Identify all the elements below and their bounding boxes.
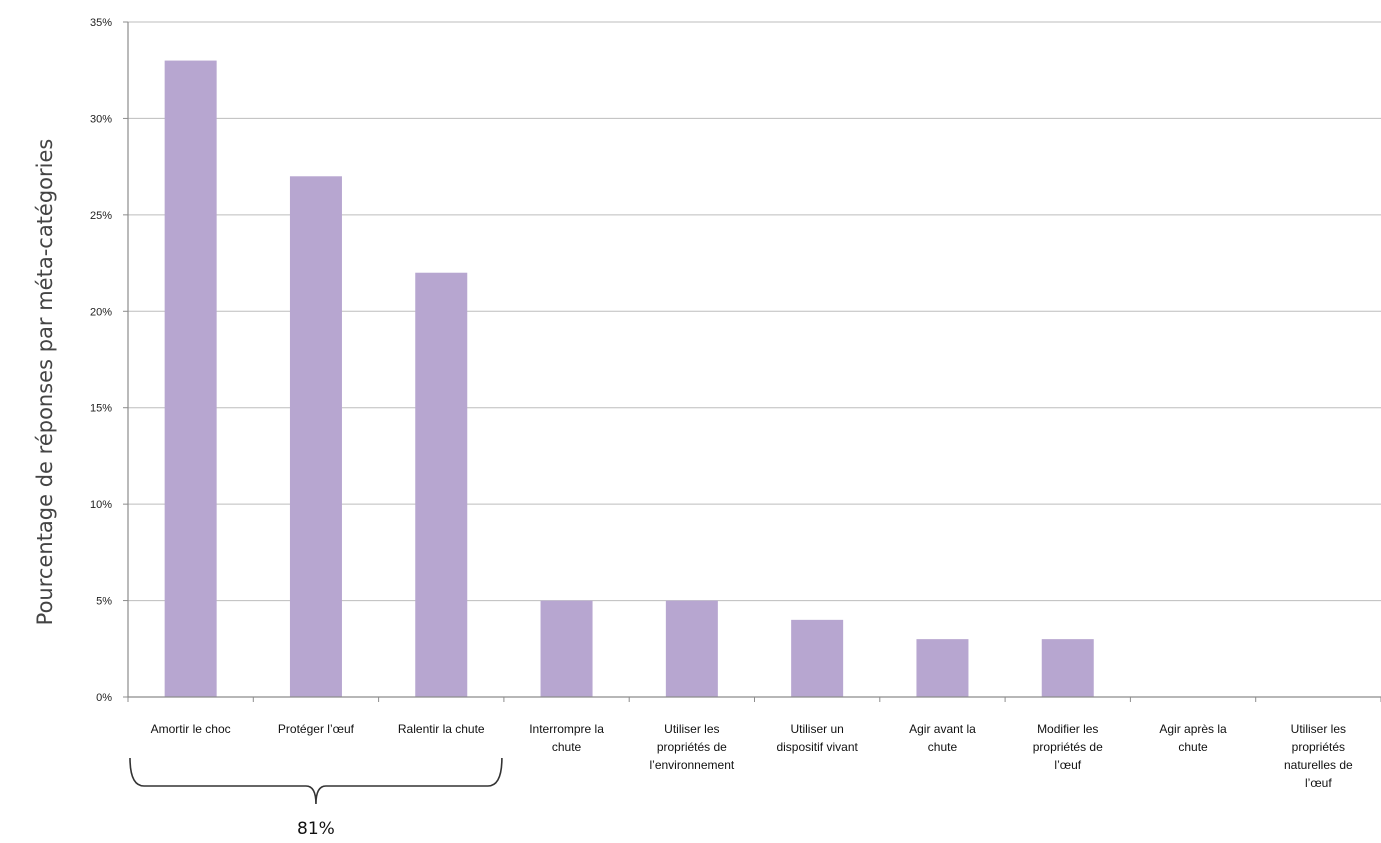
x-tick-label: Agir après la chute bbox=[1159, 722, 1227, 754]
x-tick-label: Utiliser les propriétés naturelles de l’œuf bbox=[1284, 722, 1353, 790]
x-tick-label: Modifier les propriétés de l’œuf bbox=[1033, 722, 1103, 772]
y-tick-label: 20% bbox=[90, 306, 112, 318]
y-tick-label: 10% bbox=[90, 499, 112, 511]
brace-annotation: 81% bbox=[129, 757, 503, 839]
bar bbox=[791, 619, 844, 697]
y-axis-title: Pourcentage de réponses par méta-catégor… bbox=[33, 139, 57, 626]
x-tick-label: Ralentir la chute bbox=[398, 722, 485, 736]
brace-label: 81% bbox=[297, 819, 335, 839]
bar bbox=[665, 600, 718, 697]
bars bbox=[164, 60, 1094, 698]
y-tick-label: 25% bbox=[90, 210, 112, 222]
bar bbox=[1041, 639, 1094, 697]
brace bbox=[129, 757, 503, 805]
axes bbox=[123, 21, 1381, 702]
y-tick-label: 15% bbox=[90, 403, 112, 415]
y-tick-labels: 0% 5% 10% 15% 20% 25% 30% 35% bbox=[90, 17, 112, 704]
x-tick-label: Agir avant la chute bbox=[909, 722, 976, 754]
x-tick-label: Utiliser un dispositif vivant bbox=[776, 722, 858, 754]
bar bbox=[415, 272, 468, 697]
x-tick-label: Protéger l’œuf bbox=[278, 722, 355, 736]
y-tick-label: 0% bbox=[96, 692, 112, 704]
bar bbox=[540, 600, 593, 697]
bar bbox=[164, 60, 217, 698]
bar bbox=[289, 176, 342, 698]
bar bbox=[916, 639, 969, 697]
y-tick-label: 35% bbox=[90, 17, 112, 29]
x-tick-labels: Amortir le choc Protéger l’œuf Ralentir la… bbox=[151, 722, 1353, 790]
x-tick-label: Utiliser les propriétés de l’environnement bbox=[649, 722, 734, 772]
x-tick-label: Interrompre la chute bbox=[529, 722, 604, 754]
y-tick-label: 5% bbox=[96, 596, 112, 608]
y-tick-label: 30% bbox=[90, 113, 112, 125]
x-tick-label: Amortir le choc bbox=[151, 722, 231, 736]
